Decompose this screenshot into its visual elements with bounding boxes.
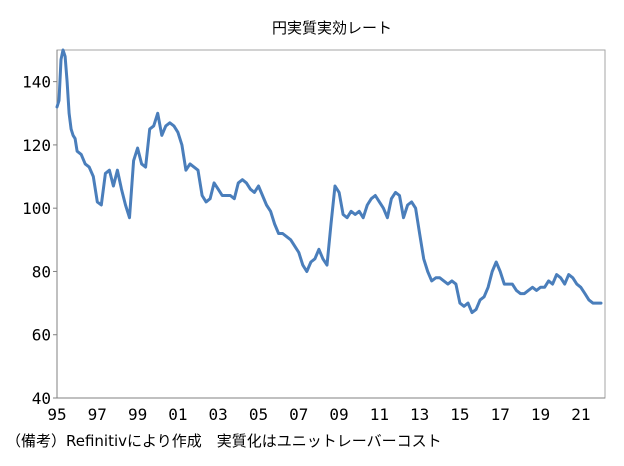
x-tick-label: 95 [47,405,66,424]
y-tick-label: 120 [22,136,51,155]
x-tick-label: 13 [410,405,429,424]
x-tick-label: 01 [168,405,187,424]
y-tick-label: 100 [22,199,51,218]
x-tick-label: 09 [329,405,348,424]
y-tick-label: 40 [32,389,51,408]
x-tick-label: 03 [209,405,228,424]
x-tick-label: 15 [450,405,469,424]
series-line [55,48,603,315]
x-tick-label: 05 [249,405,268,424]
y-tick-label: 80 [32,262,51,281]
x-tick-label: 07 [289,405,308,424]
x-tick-label: 11 [370,405,389,424]
series-group [55,48,603,315]
y-tick-label: 140 [22,73,51,92]
x-tick-label: 21 [571,405,590,424]
x-tick-label: 99 [128,405,147,424]
y-tick-labels: 40 60 80 100 120 140 [22,73,57,408]
y-tick-label: 60 [32,326,51,345]
x-tick-label: 97 [88,405,107,424]
x-tick-label: 17 [491,405,510,424]
chart-title: 円実質実効レート [272,19,392,37]
x-tick-labels: 95 97 99 01 03 05 07 09 11 13 15 17 19 21 [47,405,590,424]
x-tick-label: 19 [531,405,550,424]
line-chart: 円実質実効レート 40 60 80 100 120 140 95 97 99 01 03 05 07 0… [22,19,606,424]
source-note: （備考）Refinitivにより作成 実質化はユニットレーバーコスト [6,432,442,450]
